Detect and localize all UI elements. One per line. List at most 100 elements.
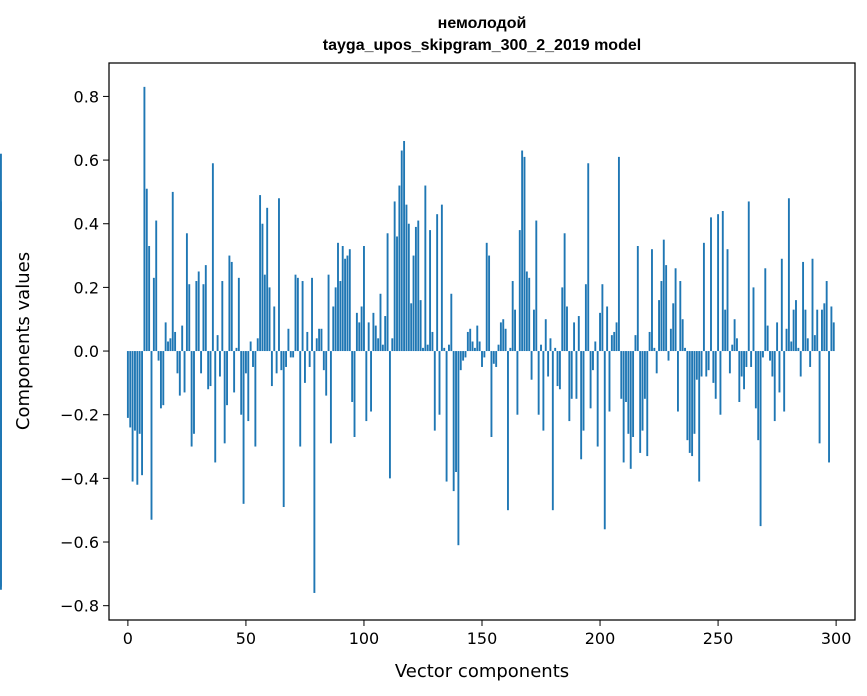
bar [259,195,262,352]
bar [754,351,757,409]
bar [136,351,139,485]
bar [216,335,219,352]
bar [511,281,514,352]
bar [502,319,505,352]
bar [554,347,557,352]
bar [778,351,781,393]
bar [828,351,830,463]
bar [639,351,642,453]
bar [134,351,136,431]
bar [157,351,160,361]
bar [551,351,554,511]
bar [159,351,162,409]
bar [811,258,814,352]
bar [570,351,573,399]
bar [178,351,181,396]
bar [457,351,460,546]
bar [691,351,694,457]
bar [448,344,450,352]
y-tick-label: 0.4 [74,215,99,234]
bar [549,338,552,352]
bar [634,335,637,352]
bar [440,204,443,352]
bar [761,351,764,358]
bar [292,351,295,358]
bar [665,265,668,352]
bar [707,351,710,371]
bar [445,351,448,482]
bar [247,351,250,422]
bar [282,351,285,508]
bar [532,309,535,352]
x-tick-label: 100 [349,629,380,648]
bar [698,351,701,482]
bar [743,351,745,390]
bar [790,341,793,352]
bar [818,351,821,444]
bar [589,351,592,409]
bar [204,265,207,352]
bar [379,293,382,352]
bar [783,351,786,412]
bar [171,191,174,352]
bar [266,207,269,352]
bar [540,344,542,352]
bar [566,306,568,352]
bar [0,153,2,352]
bar [0,351,2,587]
bars-group [0,86,835,593]
bar [223,351,226,444]
bar [473,347,476,352]
bar [403,140,406,352]
bar [412,255,415,352]
bar [518,230,521,352]
bar [200,351,203,374]
bar [185,233,188,352]
bar [686,351,689,441]
bar [164,322,167,352]
bar [268,287,271,352]
bar [311,277,313,352]
bar [183,351,186,393]
bar [141,351,143,476]
bar [235,347,238,352]
bar [655,351,658,374]
bar [528,277,531,352]
bar [240,351,243,415]
x-tick-label: 300 [821,629,852,648]
bar [523,156,526,352]
bar [308,351,311,367]
bar [556,351,559,387]
bar [263,274,266,352]
bar [632,351,635,437]
bar [414,226,417,352]
bar [596,351,599,447]
bar [740,351,743,377]
bar [821,309,823,352]
bar [181,325,184,352]
bar [273,306,276,352]
bar [695,351,698,380]
y-axis-label: Components values [13,252,34,430]
bar [816,309,819,352]
bar [384,316,387,352]
bar [249,341,252,352]
bar [787,198,790,352]
bar [285,351,287,367]
bar [0,351,2,447]
y-axis-ticks: −0.8 −0.6 −0.4 −0.2 0.0 0.2 0.4 0.6 0.8 [60,87,109,616]
y-tick-label: −0.2 [60,406,99,425]
bar [759,351,762,527]
bar [724,309,727,352]
bar [825,281,828,352]
bar [138,351,141,434]
bar [370,351,372,412]
bar [167,341,169,352]
bar [613,331,616,352]
bar [799,351,802,377]
y-tick-label: −0.6 [60,533,99,552]
bar [466,331,469,352]
bar [365,351,368,422]
bar [374,325,377,352]
bar [193,351,195,434]
